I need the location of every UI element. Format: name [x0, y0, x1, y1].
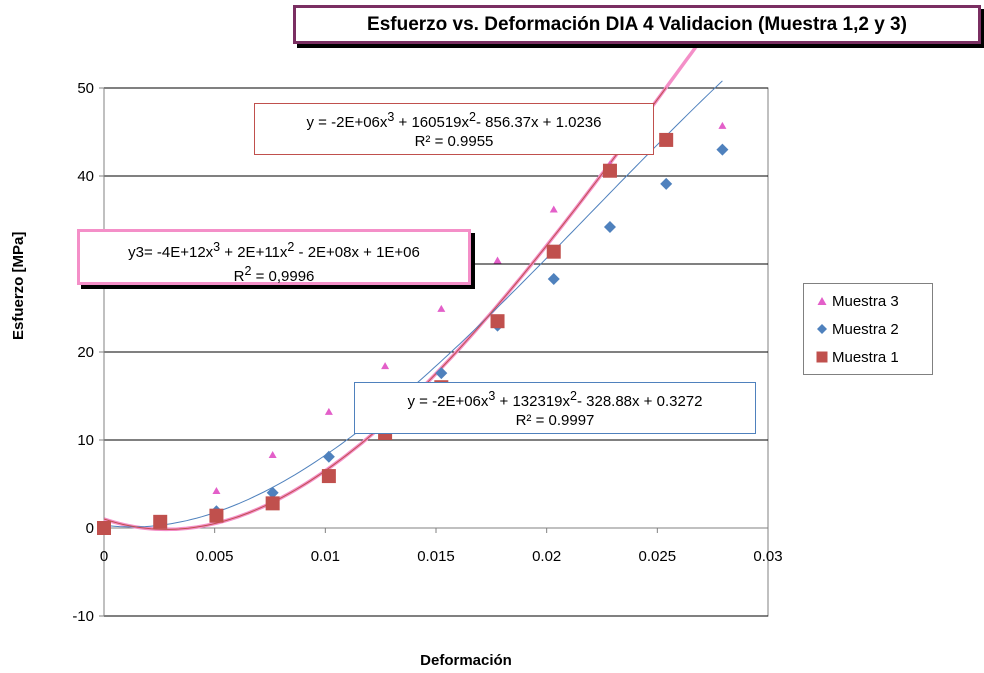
data-point-muestra-3 — [493, 256, 502, 264]
chart-title: Esfuerzo vs. Deformación DIA 4 Validacio… — [293, 5, 981, 44]
trendline-equation-muestra-3: y = -2E+06x3 + 160519x2- 856.37x + 1.023… — [254, 103, 654, 155]
x-tick-label: 0.025 — [639, 548, 677, 565]
data-point-muestra-3 — [212, 487, 221, 495]
data-point-muestra-2 — [322, 450, 335, 463]
legend-label: Muestra 1 — [832, 348, 899, 366]
x-tick-label: 0.015 — [417, 548, 455, 565]
legend-label: Muestra 3 — [832, 292, 899, 310]
legend-item-muestra-3: Muestra 3 — [816, 291, 899, 311]
x-axis-label: Deformación — [420, 652, 512, 669]
data-point-muestra-1 — [659, 132, 674, 147]
x-tick-label: 0.01 — [311, 548, 340, 565]
r-squared-line: R² = 0.9997 — [515, 412, 595, 429]
square-marker-icon — [816, 351, 828, 363]
data-point-muestra-2 — [603, 221, 616, 234]
data-point-muestra-2 — [547, 272, 560, 285]
data-point-muestra-1 — [97, 521, 111, 535]
diamond-marker-icon — [817, 324, 827, 334]
data-point-muestra-1 — [602, 163, 617, 178]
x-tick-label: 0.03 — [753, 548, 782, 565]
data-point-muestra-2 — [435, 367, 448, 380]
x-tick-label: 0 — [100, 548, 108, 565]
data-point-muestra-1 — [546, 244, 561, 259]
equation-line: y = -2E+06x3 + 132319x2- 328.88x + 0.327… — [407, 389, 703, 410]
trendline-equation-muestra-2: y = -2E+06x3 + 132319x2- 328.88x + 0.327… — [354, 382, 756, 434]
trendline-equation-y3: y3= -4E+12x3 + 2E+11x2 - 2E+08x + 1E+06 … — [77, 229, 471, 285]
data-point-muestra-3 — [324, 407, 333, 415]
data-point-muestra-1 — [153, 514, 168, 529]
equation-line: y = -2E+06x3 + 160519x2- 856.37x + 1.023… — [306, 110, 602, 131]
data-point-muestra-3 — [718, 121, 727, 129]
y-tick-label: 20 — [77, 344, 94, 361]
data-point-muestra-2 — [266, 486, 279, 499]
data-point-muestra-2 — [660, 177, 673, 190]
y-tick-label: -10 — [72, 608, 94, 625]
x-tick-label: 0.005 — [196, 548, 234, 565]
data-point-muestra-3 — [268, 450, 277, 458]
data-point-muestra-2 — [716, 143, 729, 156]
y-tick-label: 40 — [77, 168, 94, 185]
equation-line: y3= -4E+12x3 + 2E+11x2 - 2E+08x + 1E+06 — [128, 240, 420, 261]
y-tick-label: 50 — [77, 80, 94, 97]
data-point-muestra-3 — [381, 362, 390, 370]
legend-item-muestra-2: Muestra 2 — [816, 319, 899, 339]
r-squared-line: R2 = 0,9996 — [233, 264, 315, 285]
data-point-muestra-1 — [265, 496, 280, 511]
legend: Muestra 3 Muestra 2 Muestra 1 — [803, 283, 933, 375]
y-axis-label: Esfuerzo [MPa] — [10, 231, 27, 340]
data-point-muestra-1 — [209, 508, 224, 523]
data-point-muestra-1 — [321, 469, 336, 484]
legend-label: Muestra 2 — [832, 320, 899, 338]
data-point-muestra-3 — [549, 205, 558, 213]
r-squared-line: R² = 0.9955 — [414, 133, 494, 150]
tick-labels: -100102030405000.0050.010.0150.020.0250.… — [72, 80, 782, 625]
y-tick-label: 0 — [86, 520, 94, 537]
y-tick-label: 10 — [77, 432, 94, 449]
x-tick-label: 0.02 — [532, 548, 561, 565]
triangle-marker-icon — [817, 297, 827, 305]
legend-item-muestra-1: Muestra 1 — [816, 347, 899, 367]
data-point-muestra-3 — [437, 304, 446, 312]
data-point-muestra-1 — [490, 314, 505, 329]
